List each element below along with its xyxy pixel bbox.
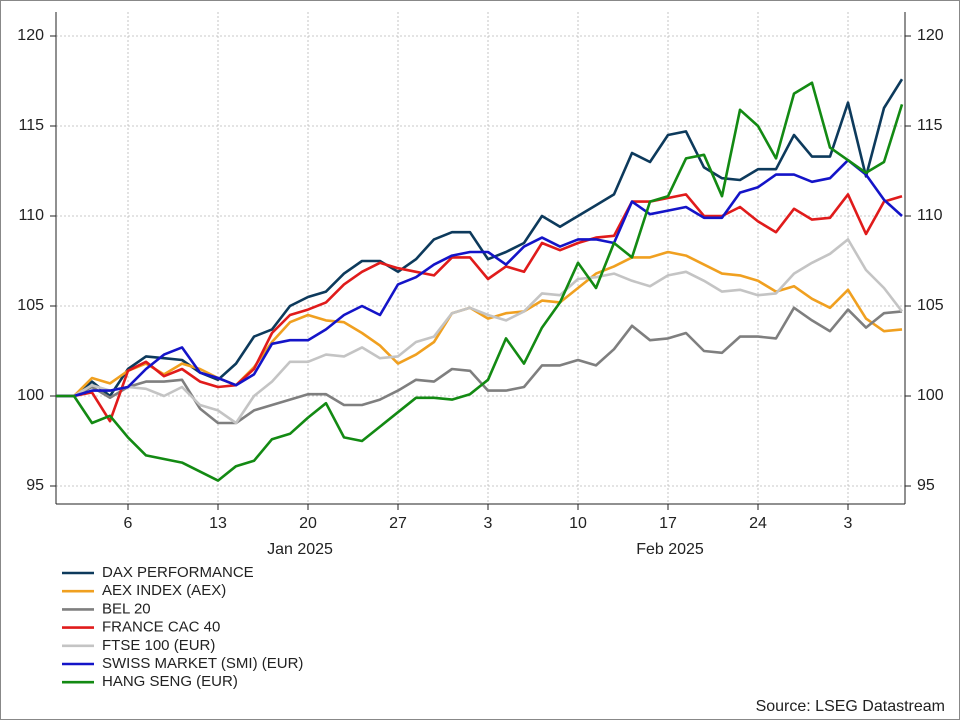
- y2-tick-label: 110: [917, 207, 943, 224]
- legend-label: HANG SENG (EUR): [102, 673, 238, 690]
- series-line: [56, 238, 904, 425]
- legend-label: BEL 20: [102, 600, 151, 617]
- legend-label: FRANCE CAC 40: [102, 619, 220, 636]
- legend-label: DAX PERFORMANCE: [102, 564, 254, 581]
- legend-label: SWISS MARKET (SMI) (EUR): [102, 655, 303, 672]
- x-tick-label: 10: [569, 515, 587, 532]
- y-tick-label: 120: [17, 27, 44, 44]
- x-tick-label: 6: [124, 515, 133, 532]
- series-line: [56, 158, 903, 398]
- series-line: [56, 193, 903, 423]
- x-tick-label: 27: [389, 515, 407, 532]
- y2-tick-label: 95: [917, 477, 935, 494]
- x-tick-label: 20: [299, 515, 317, 532]
- y-tick-label: 110: [18, 207, 44, 224]
- y2-tick-label: 120: [917, 27, 944, 44]
- y-tick-label: 100: [17, 387, 44, 404]
- series-line: [56, 81, 904, 482]
- x-tick-label: 13: [209, 515, 227, 532]
- x-tick-label: 3: [844, 515, 853, 532]
- x-tick-label: 3: [484, 515, 493, 532]
- x-tick-label: 24: [749, 515, 767, 532]
- y2-tick-label: 115: [917, 117, 943, 134]
- y-tick-label: 105: [17, 297, 44, 314]
- x-tick-label: 17: [659, 515, 677, 532]
- legend-label: FTSE 100 (EUR): [102, 637, 215, 654]
- y-tick-label: 95: [26, 477, 44, 494]
- y-tick-label: 115: [18, 117, 44, 134]
- x-period-label: Jan 2025: [267, 541, 333, 558]
- x-period-label: Feb 2025: [636, 541, 704, 558]
- legend-label: AEX INDEX (AEX): [102, 582, 226, 599]
- source-note: Source: LSEG Datastream: [756, 698, 945, 715]
- y2-tick-label: 105: [917, 297, 944, 314]
- y2-tick-label: 100: [917, 387, 944, 404]
